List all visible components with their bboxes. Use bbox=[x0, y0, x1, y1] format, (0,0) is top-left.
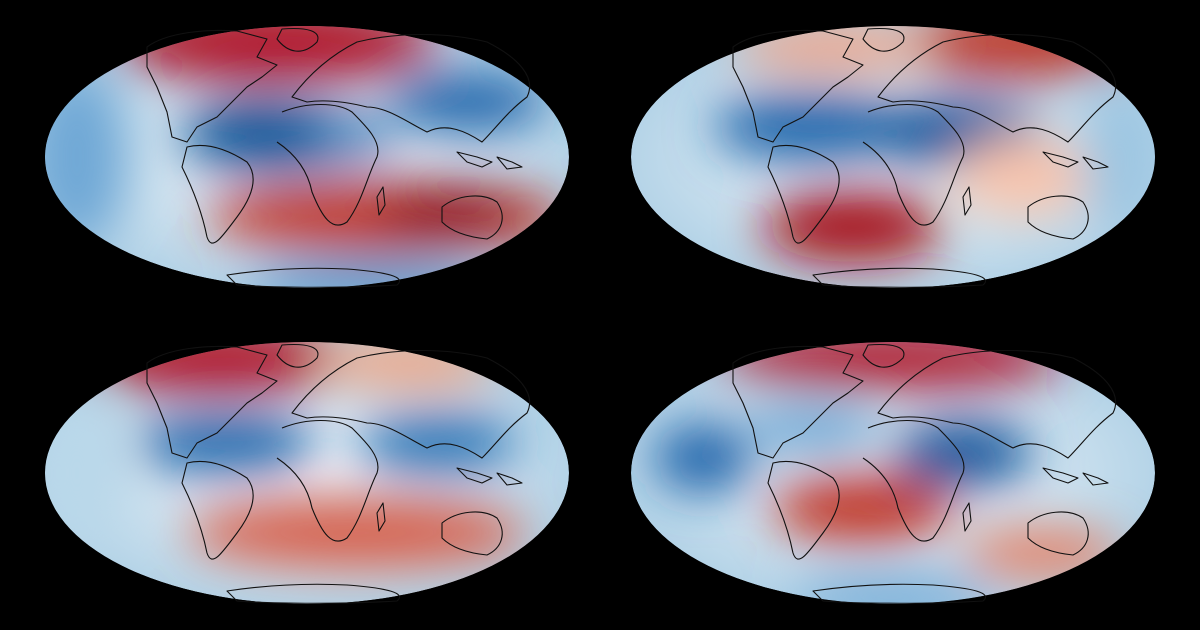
globe-map bbox=[631, 342, 1155, 604]
globe-map bbox=[45, 342, 569, 604]
globe-map bbox=[45, 26, 569, 288]
globe-map bbox=[631, 26, 1155, 288]
